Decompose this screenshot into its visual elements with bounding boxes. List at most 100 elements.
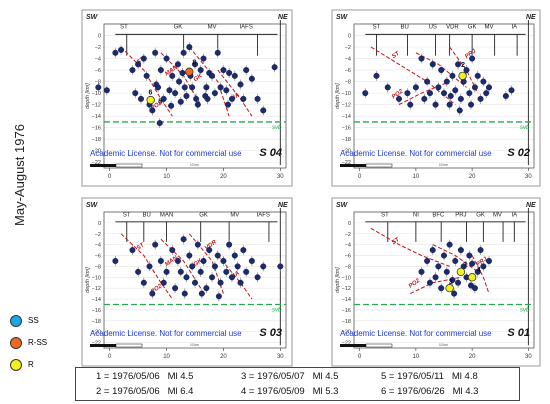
x-tick-label: 30 (525, 354, 532, 360)
event-label: 6 (149, 89, 153, 96)
y-tick-label: −22 (342, 160, 351, 166)
y-tick-label: −8 (95, 80, 101, 86)
hypocenter-point (480, 263, 487, 270)
hypocenter-point (474, 72, 481, 79)
y-tick-label: −12 (342, 286, 351, 292)
y-tick-label: −20 (342, 149, 351, 155)
y-tick-label: −4 (345, 243, 351, 249)
hypocenter-point (180, 236, 187, 243)
hypocenter-point (220, 257, 227, 264)
mechanism-point-r (445, 284, 454, 293)
legend-item-ss: SS (6, 312, 76, 334)
y-tick-label: 0 (348, 34, 351, 40)
event-row-3: 3 = 1976/05/07 Ml 4.5 (241, 371, 339, 382)
event-date: 1976/05/06 (112, 386, 160, 397)
license-watermark: Academic License. Not for commercial use (90, 329, 242, 338)
dip-fault-curve (120, 46, 173, 117)
hypocenter-point (468, 282, 475, 289)
hypocenter-point (463, 67, 470, 74)
hypocenter-point (418, 55, 425, 62)
vertical-label-svg: May-August 1976 (12, 124, 27, 226)
event-row-5: 5 = 1976/05/11 Ml 4.8 (381, 371, 478, 382)
hypocenter-point (135, 268, 142, 275)
plot-area (103, 211, 287, 349)
y-tick-label: −14 (342, 114, 351, 120)
y-tick-label: −18 (92, 319, 101, 325)
hypocenter-point (486, 84, 493, 91)
hypocenter-point (157, 257, 164, 264)
y-axis-label: depth [km] (85, 83, 91, 109)
x-tick-label: 20 (469, 174, 476, 180)
x-tick-label: 0 (358, 174, 362, 180)
hypocenter-point (438, 285, 445, 292)
panel-title: S 04 (259, 147, 282, 159)
hypocenter-point (228, 274, 235, 281)
y-tick-label: −4 (95, 57, 101, 63)
hypocenter-point (181, 290, 188, 297)
fault-label: MV (485, 25, 494, 31)
panel-s04: SW NE 0 −2 −4 −6 −8 −10 −12 −14 −16 −18 −20 −22 0 10 20 3… (81, 9, 293, 187)
hypocenter-point (443, 78, 450, 85)
hypocenter-point (421, 95, 428, 102)
panel-frame (81, 197, 293, 367)
legend-label-r: R (28, 360, 34, 369)
hypocenter-point (441, 90, 448, 97)
hypocenter-point (466, 252, 473, 259)
event-date: 1976/05/09 (257, 386, 305, 397)
hypocenter-point (132, 90, 139, 97)
hypocenter-point (183, 92, 190, 99)
x-tick-label: 10 (163, 354, 170, 360)
y-tick-label: −16 (92, 308, 101, 314)
hypocenter-point (435, 263, 442, 270)
event-row-1: 1 = 1976/05/06 Ml 4.5 (96, 371, 194, 382)
hypocenter-point (424, 257, 431, 264)
fault-label: IA (511, 25, 517, 31)
hypocenter-point (197, 268, 204, 275)
hypocenter-point (140, 55, 147, 62)
fault-label: PRJ (455, 212, 466, 218)
hypocenter-point (412, 84, 419, 91)
scale-bar-white (115, 163, 143, 168)
hypocenter-point (243, 67, 250, 74)
fault-label: US (429, 25, 437, 31)
hypocenter-point (103, 87, 110, 94)
svb-label: svb (520, 125, 530, 131)
x-tick-label: 10 (413, 354, 420, 360)
hypocenter-point (197, 67, 204, 74)
hypocenter-point (237, 81, 244, 88)
hypocenter-point (429, 247, 436, 254)
y-tick-label: −18 (342, 137, 351, 143)
event-date: 1976/05/06 (112, 371, 160, 382)
hypocenter-point (198, 290, 205, 297)
legend-swatch-r (10, 359, 22, 371)
dip-fault-curve (120, 233, 173, 300)
hypocenter-point (223, 268, 230, 275)
hypocenter-point (226, 241, 233, 248)
fault-label: GK (468, 25, 477, 31)
hypocenter-point (469, 55, 476, 62)
hypocenter-point (237, 279, 244, 286)
scale-bar-label: 10 km (190, 163, 199, 167)
hypocenter-point (435, 84, 442, 91)
x-tick-label: 20 (469, 354, 476, 360)
hypocenter-point (271, 64, 278, 71)
hypocenter-point (140, 279, 147, 286)
hypocenter-point (248, 257, 255, 264)
hypocenter-point (220, 67, 227, 74)
svb-label: svb (272, 307, 282, 313)
hypocenter-point (455, 61, 462, 68)
hypocenter-point (228, 95, 235, 102)
hypocenter-point (194, 241, 201, 248)
cross-section-panels: SW NE0−2−4−6−8−10−12−14−16−18−20−220 10 20 3… (81, 9, 541, 367)
scale-bar-label: 10 km (439, 163, 448, 167)
hypocenter-point (254, 274, 261, 281)
hypocenter-point (231, 72, 238, 79)
mechanism-legend: SS R-SS R (6, 312, 76, 378)
y-tick-label: −14 (92, 297, 101, 303)
legend-item-rss: R-SS (6, 334, 76, 356)
y-tick-label: −18 (342, 319, 351, 325)
y-tick-label: 0 (98, 221, 101, 227)
y-tick-label: −10 (92, 275, 101, 281)
hypocenter-point (152, 49, 159, 56)
hypocenter-point (143, 72, 150, 79)
